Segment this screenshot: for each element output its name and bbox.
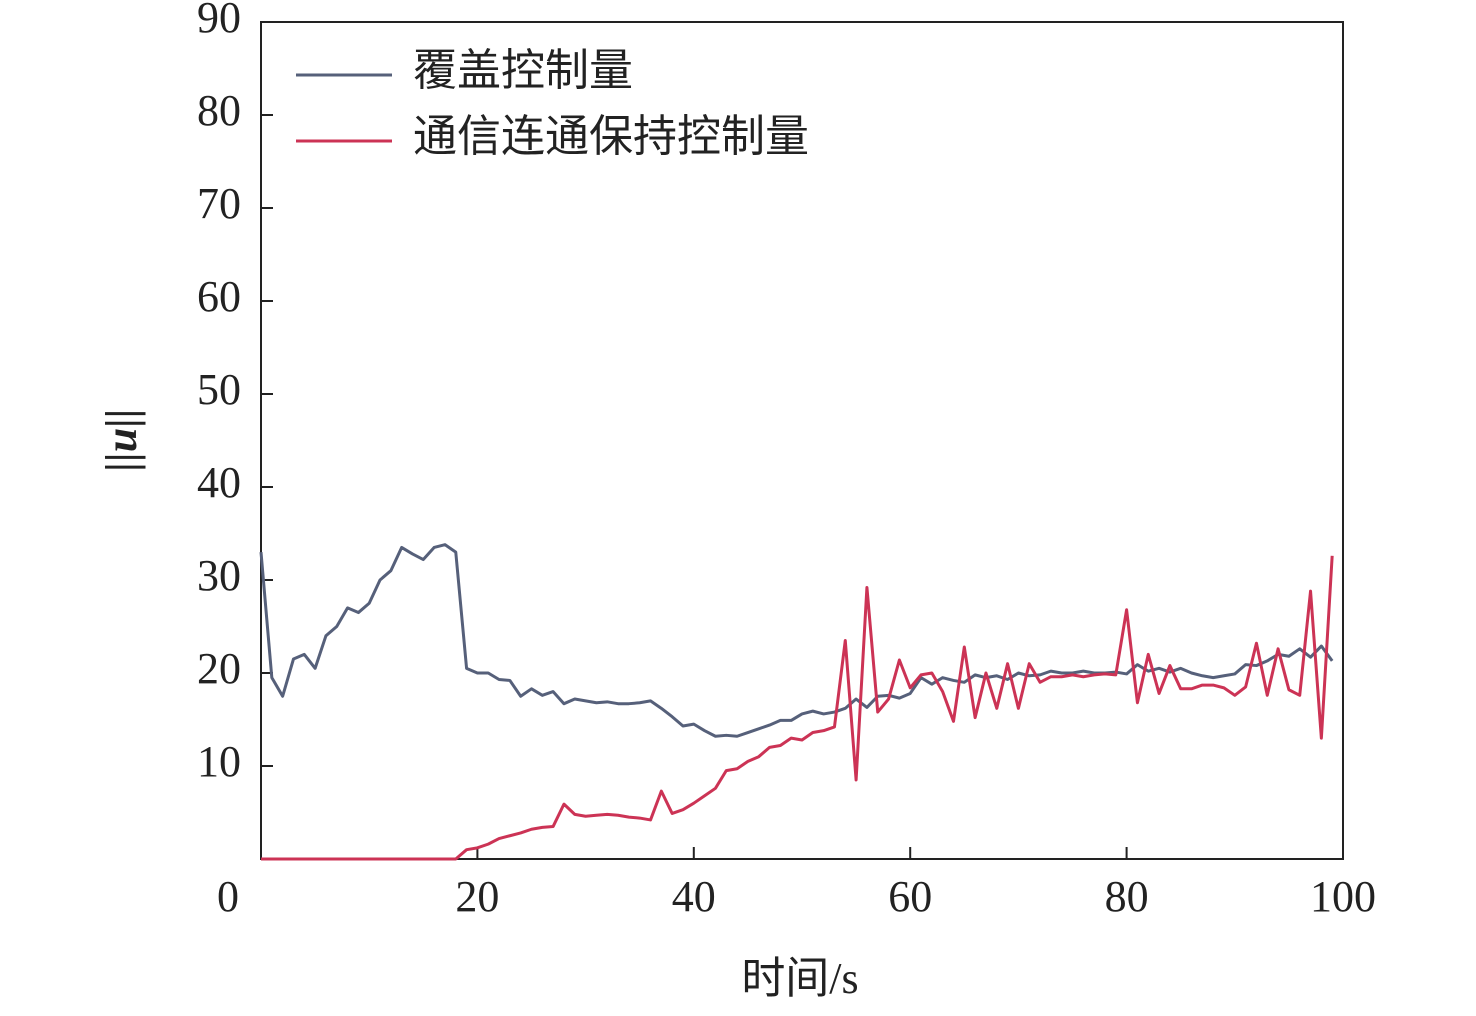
y-axis-label: ||u|| (97, 408, 146, 471)
x-tick-label: 100 (1310, 872, 1376, 921)
series-line (261, 555, 1334, 861)
plot-frame (260, 21, 1344, 860)
x-tick-label: 20 (455, 872, 499, 921)
x-axis-label: 时间/s (741, 954, 858, 1003)
legend-label: 通信连通保持控制量 (413, 112, 809, 161)
y-tick-label: 90 (197, 0, 241, 42)
x-tick-label: 0 (217, 872, 239, 921)
legend-label: 覆盖控制量 (413, 46, 633, 95)
y-tick-label: 10 (197, 737, 241, 786)
y-tick-label: 40 (197, 458, 241, 507)
y-tick-label: 80 (197, 86, 241, 135)
x-tick-label: 60 (888, 872, 932, 921)
x-tick-label: 80 (1105, 872, 1149, 921)
y-tick-label: 30 (197, 551, 241, 600)
series-line (259, 543, 1334, 738)
y-tick-label: 60 (197, 272, 241, 321)
x-tick-label: 40 (672, 872, 716, 921)
y-tick-label: 20 (197, 644, 241, 693)
y-tick-label: 70 (197, 179, 241, 228)
y-tick-label: 50 (197, 365, 241, 414)
